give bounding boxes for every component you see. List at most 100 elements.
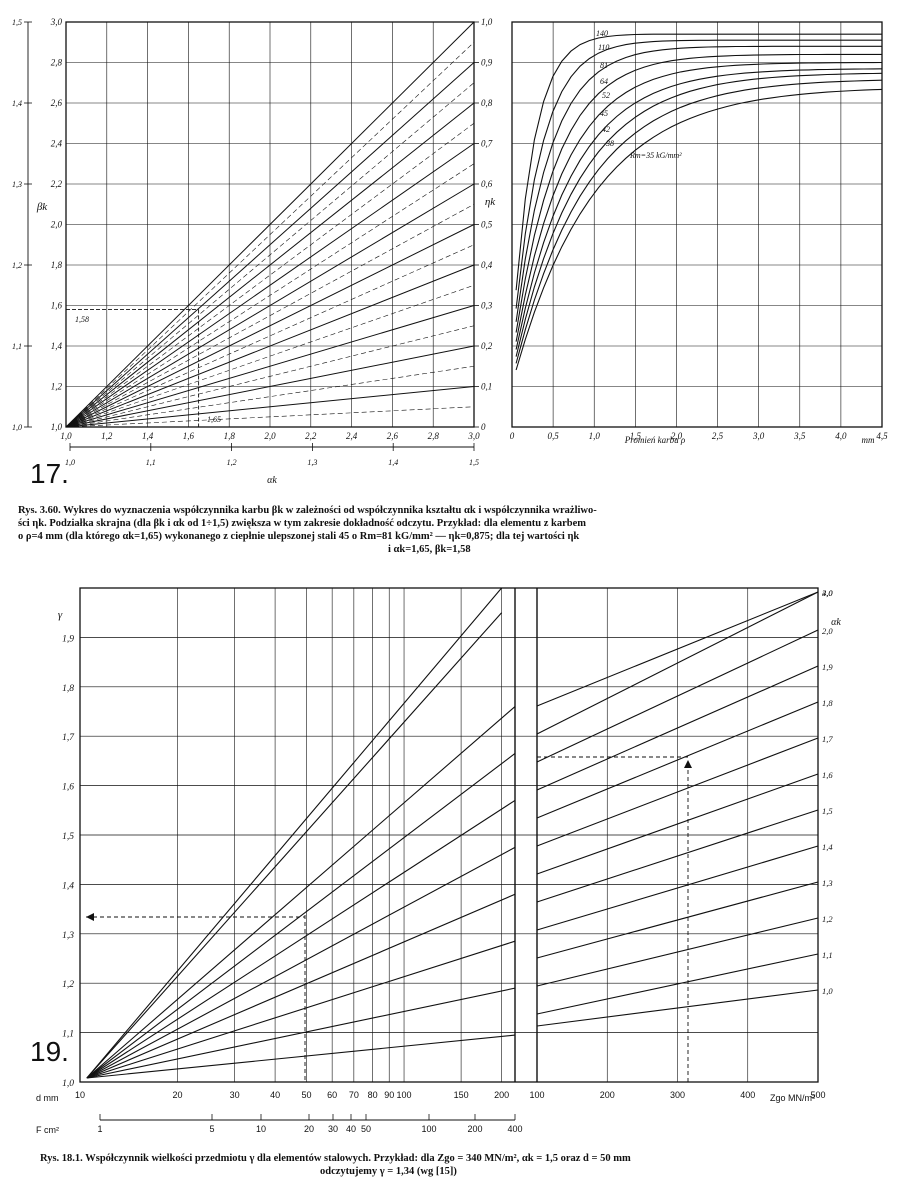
fig17-rho-tick-label: 4,0 [835, 431, 847, 441]
fig17-beta-tick-label: 1,2 [51, 382, 63, 392]
fig19-example-arrow [86, 913, 94, 921]
fig19-gamma-tick-label: 1,8 [62, 684, 74, 694]
fig17-alpha-tick-label: 2,2 [305, 431, 317, 441]
fig19-d-tick-label: 50 [301, 1090, 311, 1100]
fig17-example-beta-label: 1,58 [75, 315, 89, 324]
fig17-eta-line [65, 163, 475, 428]
fig19-alpha-line [536, 591, 819, 707]
fig19-alpha-tick-label: 1,4 [822, 842, 833, 852]
fig17-eta-line [65, 82, 475, 428]
fig19-alpha-line [536, 629, 819, 763]
fig17-beta-tick-label: 1,0 [51, 422, 63, 432]
fig19-gamma-tick-label: 1,2 [62, 980, 74, 990]
fig17-outer-alpha-tick-label: 1,1 [146, 458, 156, 467]
figure-19-number: 19. [30, 1036, 69, 1067]
fig19-size-line [86, 1034, 516, 1079]
fig19-alpha-tick-label: 1,2 [822, 914, 833, 924]
fig17-alpha-tick-label: 1,8 [224, 431, 236, 441]
fig17-sensitivity-curve [515, 61, 883, 342]
fig17-eta-line [65, 143, 475, 428]
fig19-alpha-tick-label: 1,5 [822, 806, 833, 816]
fig19-alpha-line [536, 881, 819, 959]
fig17-eta-line [65, 62, 475, 428]
fig17-eta-line [65, 305, 475, 428]
fig19-z-tick-label: 100 [529, 1090, 544, 1100]
fig19-alpha-line [536, 845, 819, 931]
fig17-curve-label: 64 [600, 77, 608, 86]
fig19-d-tick-label: 10 [75, 1090, 85, 1100]
figure-19-chart: 1,0 1,1 1,2 1,3 1,4 1,5 1,6 1,7 1,8 1,9 10 20 30 40 50… [36, 587, 841, 1135]
fig19-alpha-line [536, 809, 819, 903]
figure-19-caption-line-2: odczytujemy γ = 1,34 (wg [15]) [320, 1166, 457, 1177]
fig19-d-tick-label: 90 [384, 1090, 394, 1100]
fig17-outer-alpha-tick-label: 1,3 [307, 458, 317, 467]
fig19-alpha-tick-label: 1,9 [822, 662, 833, 672]
fig19-gamma-tick-label: 1,4 [62, 881, 74, 891]
fig19-z-axis-label: Zgo MN/m² [770, 1093, 815, 1103]
fig17-eta-tick-label: 0 [481, 422, 486, 432]
fig19-z-tick-label: 400 [740, 1090, 755, 1100]
fig19-alpha-tick-label: 1,0 [822, 986, 833, 996]
fig17-sensitivity-curve [515, 53, 882, 333]
fig17-beta-tick-label: 1,8 [51, 260, 63, 270]
fig17-alpha-tick-label: 1,0 [60, 431, 72, 441]
fig17-rho-unit-label: mm [862, 435, 875, 445]
fig19-d-tick-label: 100 [397, 1090, 412, 1100]
fig17-outer-beta-tick-label: 1,1 [12, 342, 22, 351]
fig19-alpha-line [536, 773, 819, 875]
fig19-d-axis-label: d mm [36, 1093, 59, 1103]
fig19-size-line [86, 893, 516, 1079]
fig19-f-axis-label: F cm² [36, 1125, 59, 1135]
fig17-alpha-tick-label: 2,0 [264, 431, 276, 441]
fig17-rho-tick-label: 3,0 [752, 431, 765, 441]
fig17-rho-tick-label: 2,0 [671, 431, 683, 441]
figure-19-caption: Rys. 18.1. Współczynnik wielkości przedm… [40, 1152, 890, 1178]
fig19-size-line [86, 753, 516, 1079]
fig19-alpha-tick-label: 2,0 [822, 626, 833, 636]
fig19-alpha-axis-label: αk [831, 617, 841, 628]
fig19-f-tick-label: 200 [467, 1124, 482, 1134]
fig19-alpha-line [536, 591, 819, 735]
fig17-rho-tick-label: 0 [510, 431, 515, 441]
fig17-eta-line [65, 123, 475, 428]
fig19-z-tick-label: 500 [810, 1090, 825, 1100]
fig19-alpha-tick-label: 4,0 [822, 588, 833, 598]
fig17-eta-tick-label: 0,9 [481, 58, 493, 68]
fig17-eta-line [65, 345, 475, 428]
fig17-beta-axis-label: βk [36, 201, 48, 213]
figure-17-caption-line-4: i αk=1,65, βk=1,58 [388, 544, 471, 555]
fig17-rho-tick-label: 1,0 [589, 431, 601, 441]
fig17-curve-label: 81 [600, 61, 608, 70]
fig17-beta-tick-label: 2,4 [51, 139, 63, 149]
fig17-outer-beta-tick-label: 1,0 [12, 423, 22, 432]
fig17-beta-tick-label: 2,2 [51, 179, 63, 189]
fig17-curve-label: 110 [598, 43, 609, 52]
figure-17-caption-line-3: o ρ=4 mm (dla którego αk=1,65) wykonaneg… [18, 531, 580, 542]
fig19-z-tick-label: 300 [670, 1090, 685, 1100]
fig17-outer-alpha-tick-label: 1,0 [65, 458, 75, 467]
figure-17-chart: 1,0 1,2 1,4 1,6 1,8 2,0 2,2 2,4 2,6 2,8 3,0 1,0 1,2 1… [12, 17, 888, 486]
fig19-alpha-tick-label: 3,0 [821, 588, 833, 598]
fig17-eta-line [65, 325, 475, 428]
fig19-size-line [86, 706, 516, 1079]
fig17-alpha-tick-label: 1,6 [183, 431, 195, 441]
fig19-f-tick-label: 1 [97, 1124, 102, 1134]
fig19-gamma-tick-label: 1,5 [62, 832, 74, 842]
fig19-d-tick-label: 30 [230, 1090, 240, 1100]
fig17-eta-line [65, 406, 475, 428]
fig17-eta-line [65, 224, 475, 428]
fig17-outer-beta-tick-label: 1,4 [12, 99, 22, 108]
fig19-gamma-axis-label: γ [58, 609, 63, 621]
fig17-sensitivity-curve [515, 79, 883, 364]
fig17-eta-line [65, 264, 475, 428]
fig19-size-line [86, 846, 516, 1079]
fig17-eta-tick-label: 0,2 [481, 341, 493, 351]
fig17-eta-line [65, 183, 475, 428]
fig19-alpha-line [536, 917, 819, 987]
fig19-f-tick-label: 100 [421, 1124, 436, 1134]
fig17-eta-line [65, 386, 475, 428]
fig19-alpha-line [536, 737, 819, 847]
fig17-beta-tick-label: 3,0 [50, 17, 63, 27]
fig17-sensitivity-curve [515, 39, 882, 309]
fig17-eta-tick-label: 0,7 [481, 139, 493, 149]
